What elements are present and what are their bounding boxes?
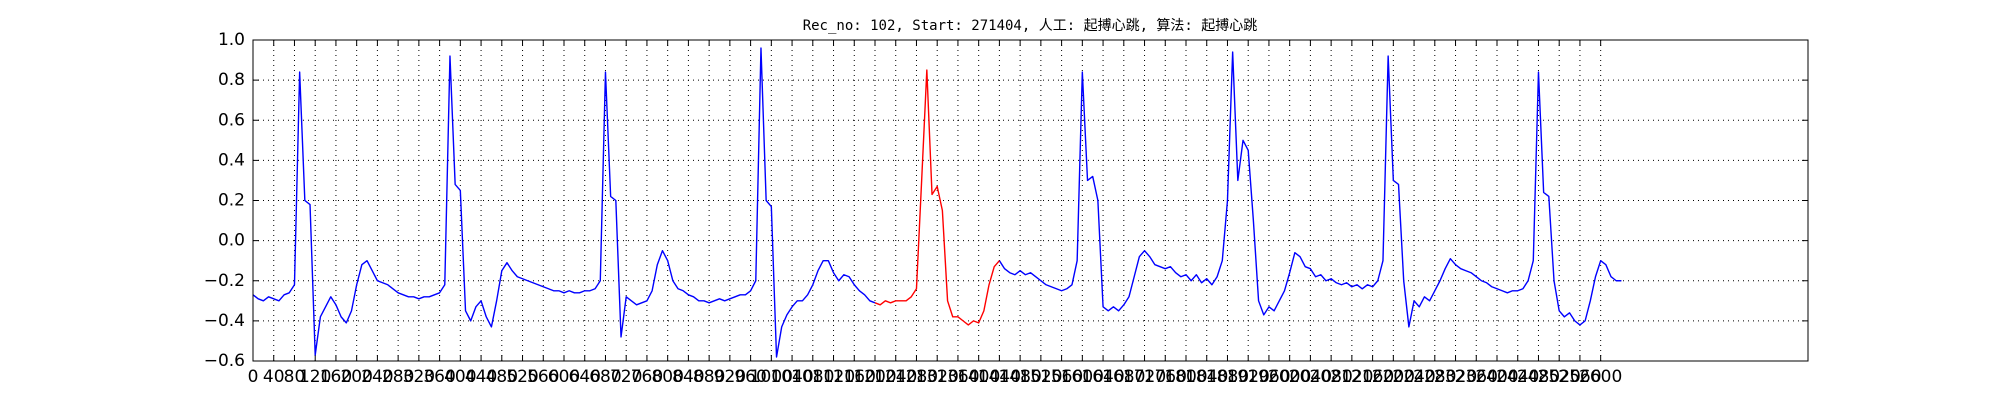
- plot-frame: [252, 39, 1809, 362]
- x-tick-label: 1240: [874, 367, 917, 387]
- x-tick-label: 1120: [812, 367, 855, 387]
- x-tick-label: 360: [423, 367, 455, 387]
- x-tick-label: 920: [714, 367, 746, 387]
- x-tick-label: 2080: [1310, 367, 1353, 387]
- x-tick-label: 1520: [1019, 367, 1062, 387]
- y-tick-label: −0.2: [204, 271, 245, 291]
- x-tick-label: 1680: [1102, 367, 1145, 387]
- y-tick-label: 0.8: [218, 70, 245, 90]
- x-tick-label: 2520: [1538, 367, 1581, 387]
- x-tick-label: 80: [284, 367, 306, 387]
- x-tick-label: 1960: [1247, 367, 1290, 387]
- x-tick-label: 1000: [750, 367, 793, 387]
- x-tick-label: 1920: [1227, 367, 1270, 387]
- x-tick-label: 1280: [895, 367, 938, 387]
- x-tick-label: 2480: [1517, 367, 1560, 387]
- x-tick-label: 320: [403, 367, 435, 387]
- x-tick-label: 1160: [833, 367, 876, 387]
- y-tick-label: 0.4: [218, 150, 245, 170]
- x-tick-label: 1400: [957, 367, 1000, 387]
- x-tick-label: 2280: [1413, 367, 1456, 387]
- ecg-line: [874, 69, 1000, 326]
- chart-title: Rec_no: 102, Start: 271404, 人工: 起搏心跳, 算法…: [803, 17, 1258, 34]
- x-tick-label: 400: [444, 367, 476, 387]
- y-tick-label: 0.0: [218, 231, 245, 251]
- x-tick-label: 1320: [916, 367, 959, 387]
- x-tick-label: 1880: [1206, 367, 1249, 387]
- x-tick-label: 560: [527, 367, 559, 387]
- x-tick-label: 2120: [1330, 367, 1373, 387]
- x-tick-label: 2360: [1455, 367, 1498, 387]
- x-tick-label: 1560: [1040, 367, 1083, 387]
- x-tick-label: 520: [506, 367, 538, 387]
- x-tick-label: 640: [569, 367, 601, 387]
- x-tick-label: 480: [486, 367, 518, 387]
- y-tick-label: 0.2: [218, 191, 245, 211]
- x-tick-label: 1440: [978, 367, 1021, 387]
- x-tick-label: 2200: [1372, 367, 1415, 387]
- x-tick-label: 960: [734, 367, 766, 387]
- x-tick-label: 120: [299, 367, 331, 387]
- x-tick-label: 1040: [770, 367, 813, 387]
- x-tick-label: 440: [465, 367, 497, 387]
- x-tick-label: 1640: [1081, 367, 1124, 387]
- x-tick-label: 760: [631, 367, 663, 387]
- x-tick-label: 160: [320, 367, 352, 387]
- x-tick-label: 2000: [1268, 367, 1311, 387]
- x-tick-label: 2160: [1351, 367, 1394, 387]
- x-tick-label: 1720: [1123, 367, 1166, 387]
- x-tick-label: 40: [263, 367, 285, 387]
- x-tick-label: 2040: [1289, 367, 1332, 387]
- x-tick-label: 1080: [791, 367, 834, 387]
- x-tick-label: 2320: [1434, 367, 1477, 387]
- x-tick-label: 600: [548, 367, 580, 387]
- x-tick-label: 2400: [1475, 367, 1518, 387]
- y-tick-label: 1.0: [218, 30, 245, 50]
- x-tick-label: 720: [610, 367, 642, 387]
- x-tick-label: 1200: [853, 367, 896, 387]
- x-tick-label: 880: [693, 367, 725, 387]
- x-tick-label: 1840: [1185, 367, 1228, 387]
- x-tick-label: 240: [361, 367, 393, 387]
- x-tick-label: 0: [248, 367, 259, 387]
- x-tick-label: 840: [672, 367, 704, 387]
- x-tick-label: 2240: [1392, 367, 1435, 387]
- x-tick-label: 280: [382, 367, 414, 387]
- x-tick-label: 800: [651, 367, 683, 387]
- x-tick-label: 1760: [1144, 367, 1187, 387]
- ecg-line: [252, 47, 1622, 358]
- x-tick-label: 200: [340, 367, 372, 387]
- x-tick-label: 680: [589, 367, 621, 387]
- y-tick-label: −0.6: [204, 351, 245, 371]
- y-tick-label: 0.6: [218, 110, 245, 130]
- x-tick-label: 2440: [1496, 367, 1539, 387]
- x-tick-label: 2600: [1579, 367, 1622, 387]
- y-tick-label: −0.4: [204, 311, 245, 331]
- x-tick-label: 1800: [1164, 367, 1207, 387]
- x-tick-label: 1600: [1061, 367, 1104, 387]
- x-tick-label: 1360: [936, 367, 979, 387]
- x-tick-label: 2560: [1558, 367, 1601, 387]
- x-tick-label: 1480: [999, 367, 1042, 387]
